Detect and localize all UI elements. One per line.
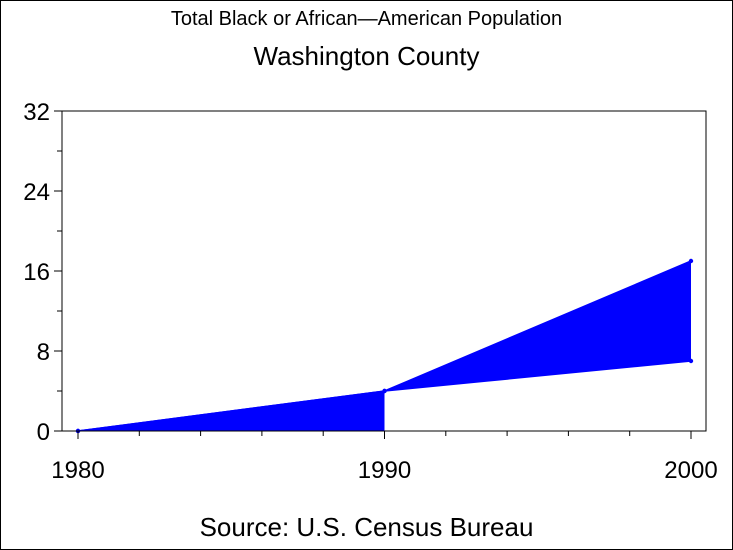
y-tick-label: 0 bbox=[37, 419, 50, 446]
y-tick-label: 16 bbox=[23, 259, 50, 286]
source-footnote: Source: U.S. Census Bureau bbox=[199, 512, 534, 542]
data-point bbox=[688, 258, 694, 264]
x-tick-label: 1990 bbox=[358, 457, 411, 484]
x-tick-label: 1980 bbox=[51, 457, 104, 484]
plot-frame bbox=[61, 110, 707, 432]
data-point bbox=[688, 358, 694, 364]
y-tick-label: 8 bbox=[37, 339, 50, 366]
y-tick-label: 32 bbox=[23, 99, 50, 126]
y-tick-label: 24 bbox=[23, 179, 50, 206]
x-tick-label: 2000 bbox=[664, 457, 717, 484]
data-point bbox=[382, 388, 387, 394]
chart-title: Total Black or African—American Populati… bbox=[170, 8, 563, 30]
chart-subtitle: Washington County bbox=[253, 41, 480, 71]
